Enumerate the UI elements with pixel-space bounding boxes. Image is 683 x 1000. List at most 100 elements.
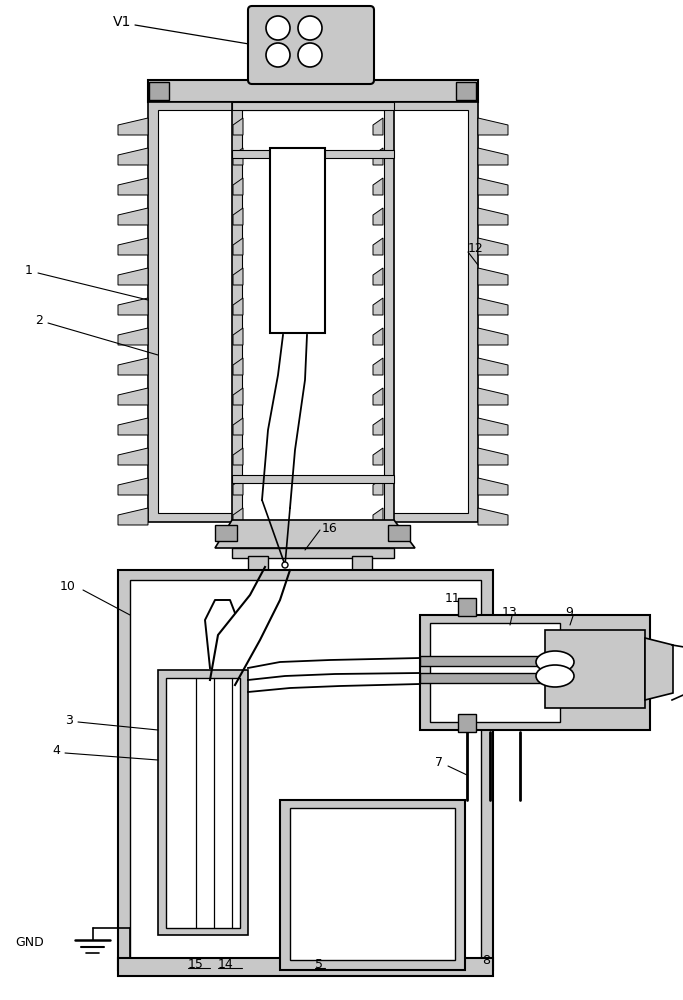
Text: 10: 10 [60,580,76,593]
Bar [420,656,655,666]
Text: 2: 2 [35,314,43,326]
Polygon shape [478,328,508,345]
Bar [458,598,476,616]
Bar [158,670,248,935]
Bar [232,150,394,158]
Polygon shape [645,638,673,700]
Text: 12: 12 [468,241,484,254]
Bar [456,82,476,100]
Bar [280,800,465,970]
Polygon shape [233,238,243,255]
Polygon shape [373,358,383,375]
Polygon shape [118,148,148,165]
Polygon shape [118,388,148,405]
Polygon shape [478,508,508,525]
Polygon shape [373,478,383,495]
Polygon shape [118,208,148,225]
Bar [232,102,394,522]
Text: 3: 3 [65,714,73,726]
Bar [270,148,325,333]
Bar [242,110,384,520]
Bar [166,678,240,928]
Polygon shape [478,418,508,435]
Polygon shape [478,358,508,375]
Polygon shape [373,118,383,135]
Polygon shape [118,178,148,195]
Polygon shape [373,268,383,285]
Polygon shape [118,298,148,315]
Bar [545,630,645,708]
Polygon shape [118,478,148,495]
Bar [118,570,493,970]
Polygon shape [118,328,148,345]
Polygon shape [233,388,243,405]
Text: GND: GND [15,936,44,948]
Polygon shape [233,478,243,495]
Bar [383,102,478,522]
Polygon shape [478,208,508,225]
Polygon shape [215,520,415,548]
Polygon shape [373,238,383,255]
Text: 11: 11 [445,591,461,604]
Polygon shape [233,298,243,315]
Bar [393,110,468,513]
Polygon shape [478,388,508,405]
Polygon shape [373,148,383,165]
Bar [232,475,394,483]
Text: V1: V1 [113,15,131,29]
Bar [215,525,237,541]
Text: 7: 7 [435,756,443,768]
Polygon shape [118,238,148,255]
Text: 5: 5 [315,958,323,972]
Polygon shape [233,208,243,225]
Bar [458,714,476,732]
Polygon shape [373,298,383,315]
Polygon shape [233,178,243,195]
Polygon shape [373,418,383,435]
Circle shape [298,43,322,67]
Text: 16: 16 [322,522,338,534]
Bar [148,102,243,522]
Polygon shape [233,118,243,135]
Bar [149,82,169,100]
Text: 1: 1 [25,263,33,276]
Polygon shape [478,298,508,315]
Text: 4: 4 [52,744,60,756]
Polygon shape [118,268,148,285]
Polygon shape [118,118,148,135]
Circle shape [282,562,288,568]
Ellipse shape [536,651,574,673]
Polygon shape [478,178,508,195]
Polygon shape [478,478,508,495]
Text: 15: 15 [188,958,204,972]
Polygon shape [233,148,243,165]
Polygon shape [233,448,243,465]
Polygon shape [373,208,383,225]
Polygon shape [373,328,383,345]
Polygon shape [118,418,148,435]
Text: 9: 9 [565,605,573,618]
Polygon shape [233,418,243,435]
Text: 13: 13 [502,605,518,618]
Bar [232,102,394,110]
Bar [232,520,394,528]
FancyBboxPatch shape [248,6,374,84]
Bar [232,548,394,558]
Polygon shape [478,118,508,135]
Polygon shape [233,508,243,525]
Circle shape [298,16,322,40]
Bar [290,808,455,960]
Circle shape [266,16,290,40]
Bar [158,110,233,513]
Polygon shape [118,448,148,465]
Circle shape [266,43,290,67]
Bar [352,556,372,571]
Polygon shape [233,358,243,375]
Polygon shape [118,358,148,375]
Bar [420,673,655,683]
Polygon shape [373,508,383,525]
Bar [248,556,268,571]
Bar [430,623,560,722]
Bar [388,525,410,541]
Polygon shape [478,238,508,255]
